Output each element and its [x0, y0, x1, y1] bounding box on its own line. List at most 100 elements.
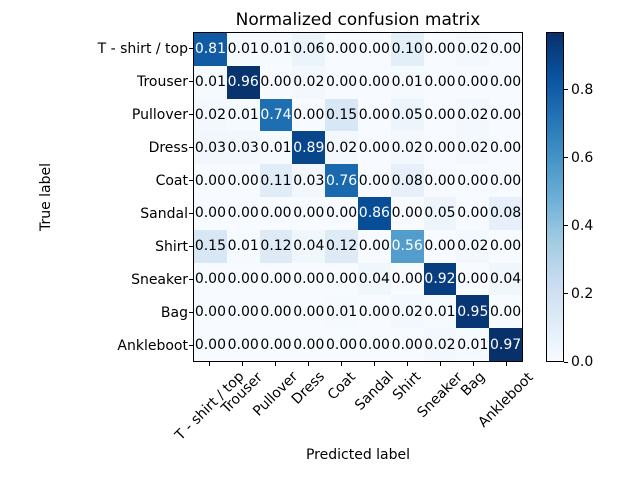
tick-mark	[189, 114, 193, 115]
heatmap-cell: 0.86	[357, 196, 391, 230]
heatmap-cell: 0.00	[292, 262, 326, 296]
heatmap-cell: 0.11	[259, 164, 293, 197]
heatmap-cell: 0.01	[423, 295, 457, 329]
heatmap-cell: 0.01	[226, 229, 260, 263]
heatmap-cell: 0.00	[194, 295, 227, 329]
heatmap-cell: 0.00	[292, 295, 326, 329]
tick-mark	[189, 147, 193, 148]
heatmap-cell: 0.00	[259, 262, 293, 296]
y-axis-tick-label: Coat	[155, 172, 188, 189]
x-axis-tick-label: Shirt	[389, 369, 425, 404]
chart-title: Normalized confusion matrix	[235, 10, 481, 30]
heatmap-cell: 0.00	[325, 33, 358, 66]
heatmap-cell: 0.00	[489, 164, 522, 197]
heatmap-cell: 0.01	[456, 328, 490, 361]
heatmap-cell: 0.00	[390, 328, 424, 361]
heatmap-cell: 0.95	[456, 295, 490, 329]
heatmap-cell: 0.81	[194, 33, 227, 66]
heatmap-cell: 0.00	[423, 98, 457, 132]
x-axis-tick-label: Bag	[457, 368, 489, 400]
heatmap-cell: 0.15	[194, 229, 227, 263]
heatmap-cell: 0.97	[489, 328, 522, 361]
heatmap-cell: 0.00	[325, 262, 358, 296]
heatmap-cell: 0.96	[226, 65, 260, 99]
colorbar-tick-label: 0.6	[571, 149, 594, 166]
heatmap-cell: 0.01	[194, 65, 227, 99]
y-axis-tick-label: Pullover	[131, 106, 188, 123]
heatmap-cell: 0.89	[292, 131, 326, 165]
y-axis-tick-label: Shirt	[155, 238, 188, 255]
heatmap-cell: 0.12	[259, 229, 293, 263]
heatmap-cell: 0.02	[456, 131, 490, 165]
heatmap-cell: 0.00	[226, 328, 260, 361]
heatmap-cell: 0.15	[325, 98, 358, 132]
heatmap-cell: 0.00	[423, 33, 457, 66]
heatmap-cell: 0.56	[390, 229, 424, 263]
heatmap-cell: 0.00	[357, 328, 391, 361]
tick-mark	[189, 213, 193, 214]
heatmap-cell: 0.12	[325, 229, 358, 263]
colorbar	[546, 32, 564, 362]
heatmap-cell: 0.00	[357, 131, 391, 165]
heatmap-cell: 0.00	[489, 98, 522, 132]
y-axis-tick-label: T - shirt / top	[97, 40, 188, 57]
tick-mark	[564, 225, 568, 227]
tick-mark	[506, 362, 507, 366]
heatmap-cell: 0.00	[292, 328, 326, 361]
heatmap-cell: 0.00	[423, 131, 457, 165]
heatmap-cell: 0.04	[357, 262, 391, 296]
heatmap-cell: 0.00	[423, 65, 457, 99]
heatmap-cell: 0.00	[194, 328, 227, 361]
heatmap-cell: 0.00	[259, 196, 293, 230]
heatmap-cell: 0.00	[226, 262, 260, 296]
heatmap-cell: 0.00	[226, 295, 260, 329]
y-axis-tick-label: Trouser	[136, 73, 188, 90]
heatmap-cell: 0.00	[357, 295, 391, 329]
tick-mark	[564, 293, 568, 295]
tick-mark	[189, 81, 193, 82]
heatmap-cell: 0.02	[194, 98, 227, 132]
heatmap-cell: 0.03	[226, 131, 260, 165]
heatmap-cell: 0.00	[456, 164, 490, 197]
heatmap-cell: 0.02	[456, 229, 490, 263]
tick-mark	[564, 89, 568, 91]
heatmap-cell: 0.00	[357, 229, 391, 263]
heatmap-cell: 0.03	[194, 131, 227, 165]
heatmap-cell: 0.01	[325, 295, 358, 329]
colorbar-tick-label: 0.0	[571, 354, 594, 370]
heatmap-cell: 0.05	[423, 196, 457, 230]
heatmap-cell: 0.00	[456, 65, 490, 99]
heatmap-cell: 0.92	[423, 262, 457, 296]
heatmap-cell: 0.01	[259, 33, 293, 66]
heatmap-cell: 0.01	[390, 65, 424, 99]
colorbar-tick-label: 0.4	[571, 217, 594, 234]
heatmap-cell: 0.00	[423, 164, 457, 197]
heatmap-cell: 0.00	[194, 196, 227, 230]
heatmap-cell: 0.08	[390, 164, 424, 197]
heatmap-cell: 0.00	[259, 295, 293, 329]
heatmap-cell: 0.00	[390, 196, 424, 230]
tick-mark	[189, 279, 193, 280]
tick-mark	[209, 362, 210, 366]
heatmap-grid: 0.81 0.01 0.01 0.06 0.00 0.00 0.10 0.00 0.02 0.00…	[193, 32, 523, 362]
heatmap-cell: 0.02	[456, 98, 490, 132]
heatmap-cell: 0.00	[489, 229, 522, 263]
heatmap-cell: 0.01	[259, 131, 293, 165]
heatmap-cell: 0.02	[390, 131, 424, 165]
tick-mark	[407, 362, 408, 366]
heatmap-cell: 0.04	[489, 262, 522, 296]
heatmap-cell: 0.00	[325, 65, 358, 99]
y-axis-tick-label: Dress	[148, 139, 188, 156]
heatmap-cell: 0.00	[456, 196, 490, 230]
tick-mark	[341, 362, 342, 366]
heatmap-cell: 0.08	[489, 196, 522, 230]
heatmap-cell: 0.00	[489, 131, 522, 165]
heatmap-cell: 0.76	[325, 164, 358, 197]
heatmap-cell: 0.00	[226, 196, 260, 230]
heatmap-cell: 0.00	[194, 164, 227, 197]
heatmap-cell: 0.00	[390, 262, 424, 296]
heatmap-cell: 0.00	[292, 98, 326, 132]
heatmap-cell: 0.00	[325, 328, 358, 361]
heatmap-cell: 0.00	[489, 65, 522, 99]
tick-mark	[564, 157, 568, 159]
